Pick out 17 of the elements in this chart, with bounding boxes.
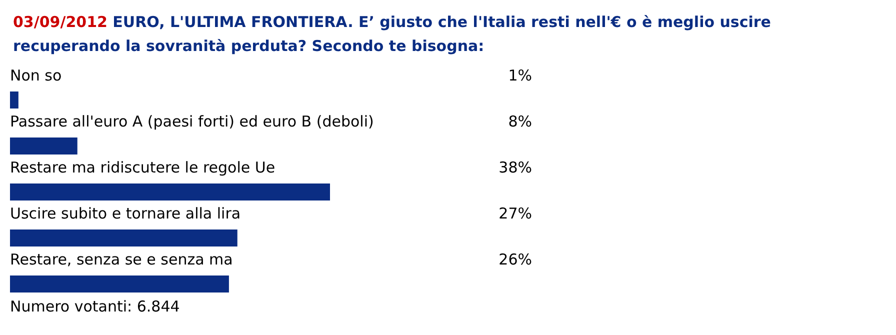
data-label: 26% — [498, 250, 532, 268]
data-label: 38% — [498, 158, 532, 176]
y-tick-label: Non so — [10, 66, 62, 84]
annotation: Numero votanti: 6.844 — [10, 298, 180, 316]
y-tick-label: Passare all'euro A (paesi forti) ed euro B (deboli) — [10, 112, 374, 130]
data-label: 1% — [508, 66, 532, 84]
bar — [10, 230, 238, 246]
bar — [10, 184, 330, 200]
bar — [10, 92, 18, 108]
bar — [10, 276, 229, 292]
bar — [10, 138, 78, 154]
y-tick-label: Restare ma ridiscutere le regole Ue — [10, 158, 276, 176]
y-tick-label: Uscire subito e tornare alla lira — [10, 204, 241, 222]
text: 03/09/2012 EURO, L'ULTIMA FRONTIERA. E’ giusto che l'Italia resti nell'€ o è meglio uscire recuperando la sovranità perduta? Secondo te bisogna: — [13, 13, 776, 55]
data-label: 8% — [508, 112, 532, 130]
y-tick-label: Restare, senza se e senza ma — [10, 250, 233, 268]
data-label: 27% — [498, 204, 532, 222]
